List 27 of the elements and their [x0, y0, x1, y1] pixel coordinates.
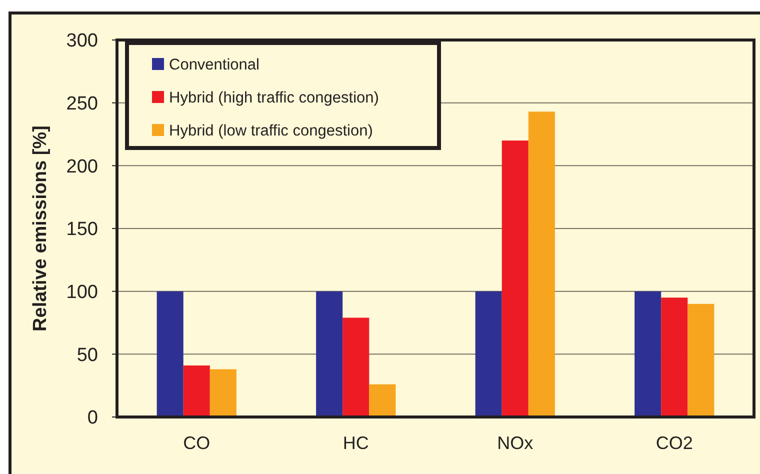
y-tick-label: 100: [66, 282, 98, 303]
x-tick-label: NOx: [497, 433, 534, 453]
bar: [528, 112, 555, 417]
bar: [661, 298, 688, 417]
bar: [316, 291, 343, 417]
bar: [183, 365, 210, 417]
y-tick-label: 50: [76, 344, 98, 366]
legend-label: Conventional: [169, 56, 260, 74]
bar: [369, 384, 396, 417]
y-tick-label: 150: [66, 219, 98, 240]
bar: [634, 291, 662, 417]
bar: [342, 318, 370, 417]
y-tick-label: 0: [87, 408, 98, 429]
bar: [210, 369, 236, 417]
x-tick-label: CO2: [656, 433, 693, 453]
y-tick-label: 250: [66, 93, 98, 114]
legend-label: Hybrid (low traffic congestion): [169, 122, 373, 140]
x-tick-label: HC: [342, 433, 369, 453]
y-tick-label: 300: [66, 30, 98, 52]
legend-label: Hybrid (high traffic congestion): [169, 89, 379, 106]
bar: [688, 304, 714, 417]
y-tick-label: 200: [66, 156, 98, 178]
y-axis-title: Relative emissions [%]: [30, 126, 51, 332]
bar: [502, 140, 528, 417]
bar: [156, 291, 184, 417]
bar: [475, 291, 502, 417]
x-tick-label: CO: [183, 433, 210, 453]
